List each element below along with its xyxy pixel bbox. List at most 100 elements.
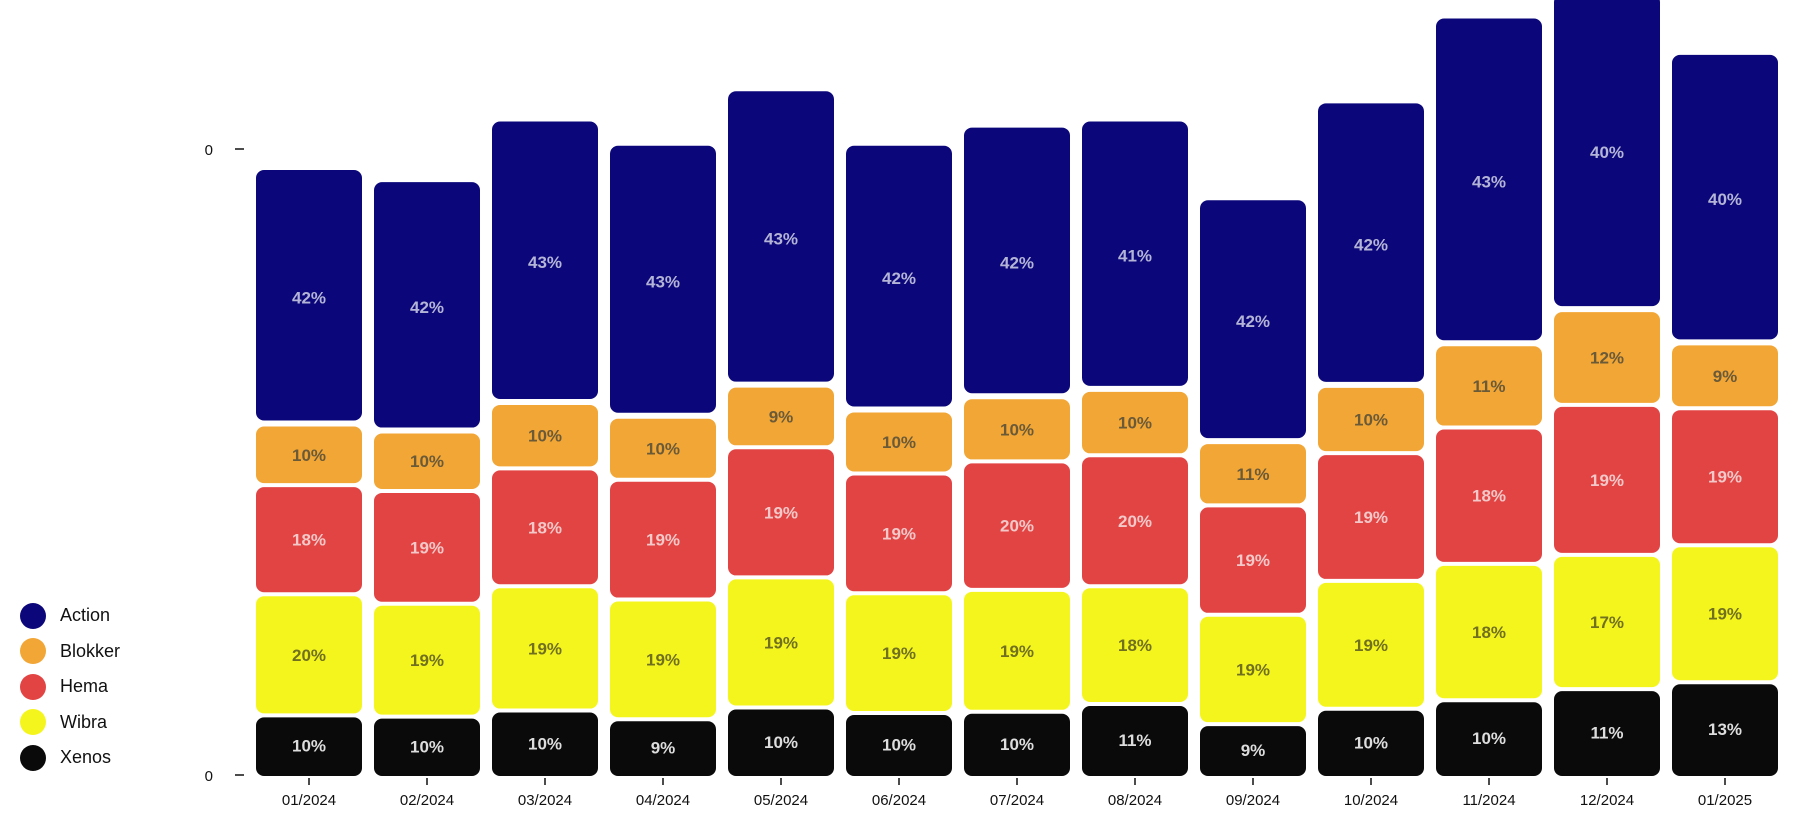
data-label-hema-06/2024: 19% — [882, 524, 916, 543]
bar-segment-wibra-01/2025 — [1672, 547, 1778, 681]
legend-swatch-hema — [20, 673, 46, 700]
data-label-wibra-09/2024: 19% — [1236, 660, 1270, 679]
bar-segment-hema-01/2025 — [1672, 410, 1778, 544]
legend-label-wibra: Wibra — [60, 711, 108, 732]
bar-segment-xenos-05/2024 — [728, 709, 834, 776]
data-label-action-07/2024: 42% — [1000, 253, 1034, 272]
bar-segment-hema-06/2024 — [846, 475, 952, 592]
legend-item-hema[interactable]: Hema — [20, 669, 120, 705]
x-tick-label-09/2024: 09/2024 — [1226, 792, 1280, 809]
legend-label-xenos: Xenos — [60, 747, 112, 768]
bar-segment-xenos-03/2024 — [492, 712, 598, 776]
x-tick-label-11/2024: 11/2024 — [1462, 792, 1515, 809]
data-label-xenos-01/2025: 13% — [1708, 720, 1742, 739]
x-tick-label-05/2024: 05/2024 — [754, 792, 808, 809]
legend-item-xenos[interactable]: Xenos — [20, 740, 120, 776]
bar-segment-wibra-12/2024 — [1554, 556, 1660, 688]
bar-segment-xenos-02/2024 — [374, 718, 480, 776]
bar-segment-action-08/2024 — [1082, 121, 1188, 386]
data-label-hema-01/2024: 18% — [292, 531, 326, 550]
data-label-blokker-09/2024: 11% — [1236, 465, 1269, 484]
data-label-blokker-08/2024: 10% — [1118, 414, 1152, 433]
bar-segment-blokker-05/2024 — [728, 387, 834, 446]
data-label-action-12/2024: 40% — [1590, 143, 1624, 162]
data-label-wibra-03/2024: 19% — [528, 639, 562, 658]
bar-segment-blokker-11/2024 — [1436, 346, 1542, 426]
data-label-blokker-11/2024: 11% — [1472, 377, 1505, 396]
legend: Action Blokker Hema Wibra Xenos — [20, 598, 120, 776]
bar-segment-action-04/2024 — [610, 145, 716, 413]
bar-segment-hema-02/2024 — [374, 492, 480, 602]
bar-segment-blokker-06/2024 — [846, 412, 952, 472]
data-label-xenos-12/2024: 11% — [1590, 724, 1623, 743]
bar-segment-action-05/2024 — [728, 91, 834, 382]
data-label-action-06/2024: 42% — [882, 269, 916, 288]
data-label-xenos-09/2024: 9% — [1241, 741, 1266, 760]
data-label-blokker-01/2025: 9% — [1713, 367, 1738, 386]
bar-segment-wibra-08/2024 — [1082, 588, 1188, 703]
bar-segment-action-02/2024 — [374, 182, 480, 428]
data-label-blokker-05/2024: 9% — [769, 407, 794, 426]
bar-segment-wibra-11/2024 — [1436, 565, 1542, 699]
data-label-blokker-02/2024: 10% — [410, 452, 444, 471]
bar-segment-hema-08/2024 — [1082, 457, 1188, 585]
bar-segment-wibra-06/2024 — [846, 595, 952, 711]
bar-segment-hema-10/2024 — [1318, 455, 1424, 579]
bar-segment-hema-11/2024 — [1436, 429, 1542, 562]
bar-segment-action-07/2024 — [964, 127, 1070, 394]
bar-segment-action-09/2024 — [1200, 200, 1306, 439]
x-tick-label-08/2024: 08/2024 — [1108, 792, 1162, 809]
data-label-xenos-07/2024: 10% — [1000, 735, 1034, 754]
bar-segment-xenos-08/2024 — [1082, 706, 1188, 776]
bar-segment-blokker-01/2024 — [256, 426, 362, 484]
bar-segment-hema-09/2024 — [1200, 507, 1306, 613]
data-label-action-11/2024: 43% — [1472, 172, 1506, 191]
data-label-action-03/2024: 43% — [528, 253, 562, 272]
data-label-action-01/2024: 42% — [292, 288, 326, 307]
bar-segment-xenos-01/2024 — [256, 717, 362, 776]
x-tick-label-04/2024: 04/2024 — [636, 792, 690, 809]
legend-swatch-wibra — [20, 709, 46, 736]
bar-segment-wibra-05/2024 — [728, 579, 834, 706]
bar-segment-hema-07/2024 — [964, 463, 1070, 588]
bar-segment-hema-01/2024 — [256, 487, 362, 593]
data-label-xenos-01/2024: 10% — [292, 737, 326, 756]
bar-segment-wibra-07/2024 — [964, 591, 1070, 710]
bar-segment-blokker-12/2024 — [1554, 312, 1660, 403]
data-label-action-08/2024: 41% — [1118, 247, 1152, 266]
data-label-hema-11/2024: 18% — [1472, 487, 1506, 506]
data-label-blokker-10/2024: 10% — [1354, 410, 1388, 429]
data-label-hema-01/2025: 19% — [1708, 468, 1742, 487]
data-label-wibra-10/2024: 19% — [1354, 636, 1388, 655]
bar-segment-xenos-01/2025 — [1672, 684, 1778, 776]
data-label-hema-07/2024: 20% — [1000, 517, 1034, 536]
data-label-wibra-07/2024: 19% — [1000, 642, 1034, 661]
bar-segment-wibra-02/2024 — [374, 605, 480, 715]
x-tick-label-01/2025: 01/2025 — [1698, 792, 1752, 809]
data-label-xenos-03/2024: 10% — [528, 734, 562, 753]
legend-item-blokker[interactable]: Blokker — [20, 634, 120, 670]
data-label-action-09/2024: 42% — [1236, 312, 1270, 331]
bars-group: 10% 20% 18% 10% 42% 10% 19% 19% 10% 42% 10% 19% 18% 1… — [256, 0, 1778, 776]
bar-segment-blokker-08/2024 — [1082, 391, 1188, 454]
data-label-wibra-08/2024: 18% — [1118, 636, 1152, 655]
bar-segment-wibra-01/2024 — [256, 596, 362, 714]
legend-label-action: Action — [60, 605, 111, 626]
data-label-wibra-01/2025: 19% — [1708, 605, 1742, 624]
bar-segment-wibra-04/2024 — [610, 601, 716, 718]
y-axis: 0 0 — [205, 142, 244, 785]
data-label-hema-03/2024: 18% — [528, 518, 562, 537]
y-tick-label-bottom: 0 — [205, 768, 213, 785]
x-axis: 01/2024 02/2024 03/2024 04/2024 05/2024 06/20… — [282, 778, 1752, 809]
legend-swatch-action — [20, 602, 46, 629]
data-label-wibra-11/2024: 18% — [1472, 623, 1506, 642]
bar-segment-xenos-11/2024 — [1436, 702, 1542, 776]
legend-item-wibra[interactable]: Wibra — [20, 705, 120, 741]
data-label-blokker-07/2024: 10% — [1000, 420, 1034, 439]
data-label-wibra-05/2024: 19% — [764, 633, 798, 652]
x-tick-label-12/2024: 12/2024 — [1580, 792, 1634, 809]
bar-segment-action-11/2024 — [1436, 18, 1542, 341]
legend-item-action[interactable]: Action — [20, 598, 120, 634]
bar-segment-hema-12/2024 — [1554, 406, 1660, 553]
